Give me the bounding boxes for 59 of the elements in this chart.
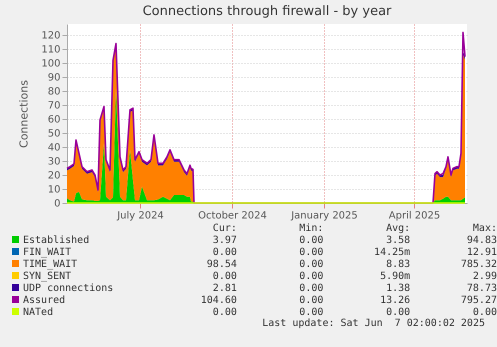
- y-tick-label: 50: [48, 128, 60, 140]
- legend-label: Established: [22, 234, 90, 246]
- y-tick-label: 120: [41, 30, 60, 42]
- text: 0.00: [472, 306, 497, 318]
- text: 0.00: [212, 270, 237, 282]
- y-tick-label: 10: [48, 184, 60, 196]
- text: 8.83: [385, 258, 410, 270]
- y-tick-label: 40: [48, 142, 60, 154]
- y-axis-title: Connections: [17, 80, 30, 148]
- y-tick-label: 60: [48, 114, 60, 126]
- chart-title: Connections through firewall - by year: [142, 4, 392, 19]
- text: 785.32: [460, 258, 497, 270]
- text: 795.27: [460, 294, 497, 306]
- y-tick-label: 100: [41, 58, 60, 70]
- x-tick-label: July 2024: [116, 210, 164, 222]
- x-tick-label: April 2025: [388, 210, 440, 222]
- text: 3.97: [212, 234, 237, 246]
- text: 0.00: [212, 306, 237, 318]
- text: 12.91: [466, 246, 497, 258]
- y-tick-label: 0: [54, 198, 60, 210]
- text: Max:: [472, 222, 497, 234]
- legend-label: Assured: [22, 294, 66, 306]
- text: 3.58: [385, 234, 410, 246]
- text: 5.90m: [379, 270, 410, 282]
- text: 14.25m: [373, 246, 410, 258]
- y-tick-label: 90: [48, 72, 60, 84]
- text: 94.83: [466, 234, 497, 246]
- text: 98.54: [206, 258, 237, 270]
- text: 13.26: [379, 294, 410, 306]
- y-tick-label: 20: [48, 170, 60, 182]
- text: 1.38: [385, 282, 410, 294]
- x-tick-label: January 2025: [290, 210, 358, 222]
- text: 0.00: [298, 282, 324, 294]
- text: 2.81: [212, 282, 237, 294]
- legend-label: TIME_WAIT: [22, 258, 78, 270]
- text: Min:: [298, 222, 324, 234]
- text: 78.73: [466, 282, 497, 294]
- text: 0.00: [298, 306, 324, 318]
- y-tick-label: 30: [48, 156, 60, 168]
- text: 0.00: [212, 246, 237, 258]
- text: 2.99: [472, 270, 497, 282]
- text: 0.00: [298, 258, 324, 270]
- text: 104.60: [200, 294, 237, 306]
- x-tick-label: October 2024: [198, 210, 267, 222]
- y-tick-label: 80: [48, 86, 60, 98]
- text: Avg:: [385, 222, 410, 234]
- text: 0.00: [385, 306, 410, 318]
- text: 0.00: [298, 294, 324, 306]
- text: 0.00: [298, 270, 324, 282]
- text: Cur:: [212, 222, 237, 234]
- text: Last update: Sat Jun 7 02:00:02 2025: [262, 318, 485, 329]
- y-tick-label: 70: [48, 100, 60, 112]
- legend-label: NATed: [22, 306, 54, 318]
- legend-label: FIN_WAIT: [22, 246, 72, 258]
- legend-label: SYN_SENT: [22, 270, 72, 282]
- legend-label: UDP connections: [22, 282, 114, 294]
- text: 0.00: [298, 246, 324, 258]
- text: 0.00: [298, 234, 324, 246]
- y-tick-label: 110: [41, 44, 60, 56]
